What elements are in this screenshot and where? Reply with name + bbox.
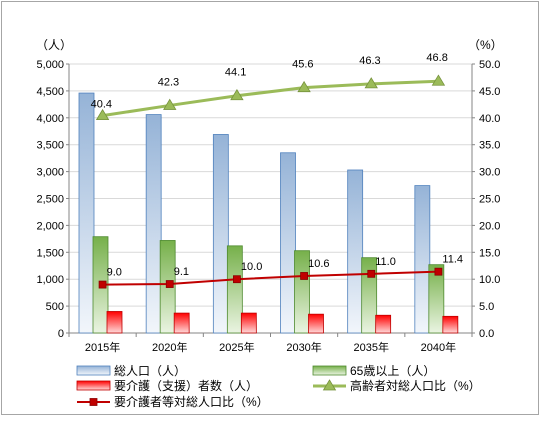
total-population-bar: [347, 169, 364, 334]
total-population-bar: [78, 92, 95, 334]
elderly-ratio-data-label: 44.1: [225, 67, 246, 79]
care-ratio-data-label: 11.4: [442, 254, 463, 266]
elderly-population-bar: [428, 264, 445, 334]
left-tick-label: 5,000: [36, 59, 64, 71]
legend-label: 要介護（支援）者数（人）: [114, 378, 258, 393]
right-tick-label: 20.0: [479, 220, 500, 232]
care-ratio-marker: [367, 269, 376, 278]
legend-swatch: [76, 365, 111, 376]
combo-chart: 0 500 1,000 1,500 2,000 2,500 3,000 3,500 4,000 4…: [36, 38, 503, 409]
legend-care-ratio: 要介護者等対総人口比（%）: [77, 394, 269, 409]
elderly-ratio-data-label: 45.6: [292, 59, 313, 71]
right-tick-label: 50.0: [479, 59, 500, 71]
gridlines: [69, 63, 472, 307]
x-tick-label: 2035年: [354, 340, 389, 354]
right-tick-label: 0.0: [479, 328, 494, 340]
right-tick-label: 30.0: [479, 167, 500, 179]
right-tick-label: 45.0: [479, 86, 500, 98]
legend-care-recipients: 要介護（支援）者数（人）: [76, 378, 258, 393]
care-ratio-line: [102, 270, 439, 286]
right-tick-label: 5.0: [479, 301, 494, 313]
left-tick-label: 3,000: [36, 167, 64, 179]
left-tick-label: 0: [58, 328, 64, 340]
legend-swatch: [312, 365, 347, 376]
care-ratio-marker: [300, 272, 308, 280]
elderly-ratio-line: [102, 79, 439, 118]
elderly-ratio-data-label: 40.4: [91, 99, 112, 111]
care-recipients-bar: [442, 315, 459, 334]
left-tick-label: 1,500: [36, 247, 64, 259]
elderly-ratio-marker: [364, 77, 378, 89]
x-tick-label: 2040年: [421, 340, 456, 354]
elderly-ratio-marker: [163, 98, 177, 110]
care-ratio-data-label: 9.1: [174, 266, 189, 278]
care-recipients-bar: [308, 313, 324, 334]
care-ratio-data-label: 11.0: [375, 256, 396, 268]
care-ratio-marker: [434, 267, 443, 276]
legend: 総人口（人） 65歳以上（人） 要介護（支援）者数（人） 高齢者対総人口比（%） 要介護…: [76, 364, 481, 409]
total-population-bar: [212, 134, 229, 334]
legend-elderly-population: 65歳以上（人）: [312, 364, 435, 378]
elderly-ratio-data-label: 46.8: [426, 52, 447, 64]
left-tick-label: 2,000: [36, 220, 64, 232]
legend-label: 要介護者等対総人口比（%）: [114, 394, 269, 409]
elderly-population-bar: [226, 245, 243, 334]
chart-frame: 0 500 1,000 1,500 2,000 2,500 3,000 3,500 4,000 4…: [1, 1, 539, 415]
left-tick-label: 1,000: [36, 274, 64, 286]
legend-elderly-ratio: 高齢者対総人口比（%）: [313, 378, 481, 393]
legend-label: 総人口（人）: [114, 364, 186, 378]
care-recipients-bar: [173, 312, 190, 334]
total-population-bar: [414, 185, 431, 334]
axes: 0 500 1,000 1,500 2,000 2,500 3,000 3,500 4,000 4…: [36, 38, 503, 354]
legend-total-population: 総人口（人）: [76, 364, 186, 378]
legend-label: 65歳以上（人）: [350, 364, 435, 378]
care-ratio-marker: [98, 280, 107, 289]
elderly-ratio-marker: [95, 108, 110, 121]
care-ratio-marker: [165, 280, 174, 288]
care-ratio-marker: [233, 275, 241, 284]
right-axis-unit: （%）: [468, 38, 503, 52]
left-tick-label: 4,500: [36, 86, 64, 98]
x-tick-label: 2015年: [85, 340, 120, 354]
right-tick-label: 10.0: [479, 274, 500, 286]
elderly-ratio-data-label: 42.3: [158, 76, 179, 88]
right-tick-label: 40.0: [479, 113, 500, 125]
elderly-ratio-data-label: 46.3: [359, 55, 380, 67]
legend-marker-swatch: [322, 379, 337, 391]
total-population-bar: [280, 152, 296, 334]
legend-marker-swatch: [89, 398, 98, 406]
care-recipients-bar: [375, 314, 392, 334]
elderly-ratio-marker: [297, 80, 311, 93]
x-tick-label: 2025年: [219, 340, 254, 354]
elderly-ratio-marker: [431, 74, 446, 86]
x-tick-label: 2020年: [152, 340, 187, 354]
total-population-bar: [145, 114, 162, 334]
legend-label: 高齢者対総人口比（%）: [350, 378, 481, 393]
left-axis-unit: （人）: [36, 38, 72, 52]
legend-swatch: [76, 380, 111, 391]
left-tick-label: 2,500: [36, 194, 64, 206]
care-ratio-data-label: 10.0: [241, 261, 262, 273]
x-tick-label: 2030年: [286, 340, 321, 354]
right-tick-label: 25.0: [479, 194, 500, 206]
left-tick-label: 4,000: [36, 113, 64, 125]
bars: [78, 92, 459, 334]
care-recipients-bar: [106, 311, 123, 334]
elderly-population-bar: [361, 257, 378, 334]
right-tick-label: 15.0: [479, 247, 500, 259]
data-labels: 40.4 42.3 44.1 45.6 46.3 46.8 9.0 9.1 10.0 10.6 11…: [91, 52, 463, 278]
care-recipients-bar: [240, 312, 257, 334]
care-ratio-data-label: 9.0: [107, 267, 122, 279]
elderly-ratio-marker: [230, 88, 244, 101]
right-tick-label: 35.0: [479, 140, 500, 152]
left-tick-label: 3,500: [36, 140, 64, 152]
lines: [95, 74, 446, 289]
left-tick-label: 500: [46, 301, 64, 313]
care-ratio-data-label: 10.6: [308, 258, 329, 270]
elderly-population-bar: [294, 250, 310, 334]
